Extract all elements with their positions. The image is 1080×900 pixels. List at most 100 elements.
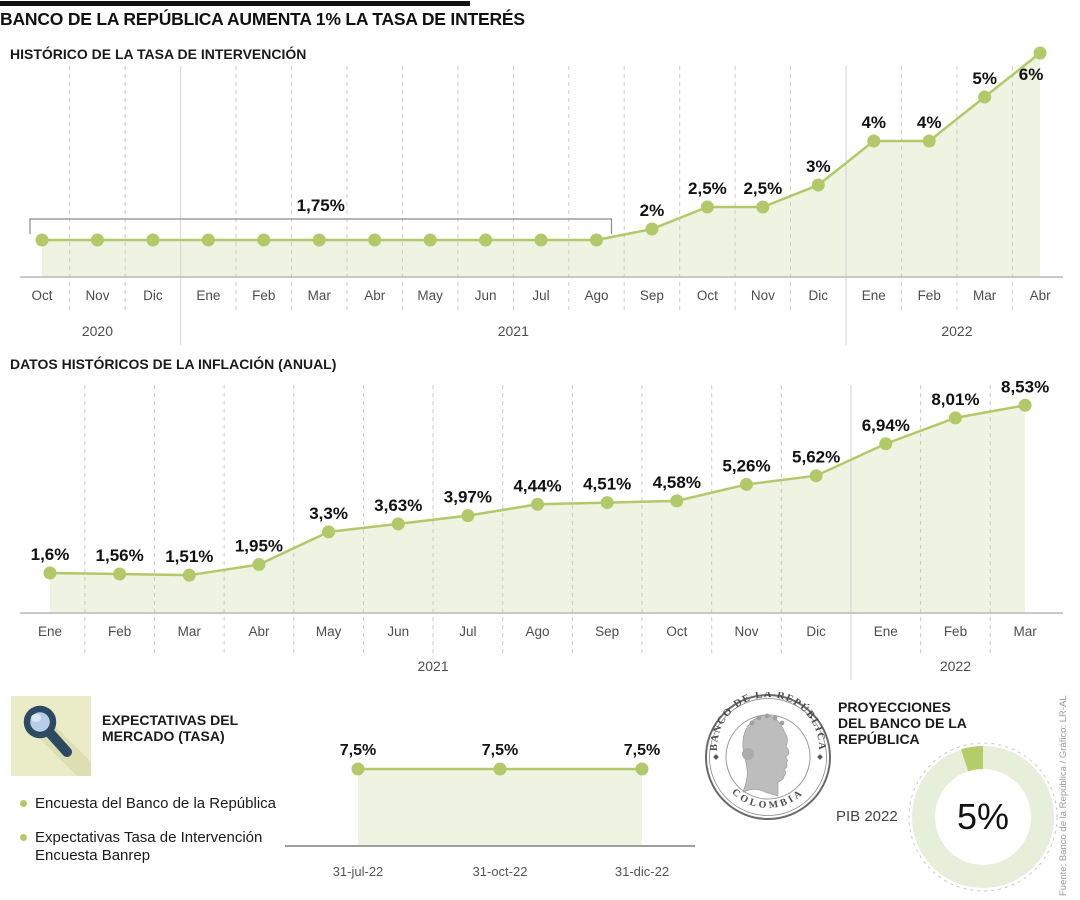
laurel-wreath <box>749 713 785 726</box>
intervention-chart-title: HISTÓRICO DE LA TASA DE INTERVENCIÓN <box>10 46 307 62</box>
donut-slice <box>961 746 983 772</box>
month-label: Ene <box>38 624 62 639</box>
value-label: 4% <box>861 113 886 132</box>
data-point <box>922 134 936 148</box>
data-point <box>531 497 545 511</box>
year-label: 2020 <box>82 323 113 339</box>
inflation-chart-title: DATOS HISTÓRICOS DE LA INFLACIÓN (ANUAL) <box>10 356 337 372</box>
legend-label: Encuesta del Banco de la República <box>35 795 276 812</box>
month-label: Dic <box>809 288 829 303</box>
value-label: 1,95% <box>235 537 283 556</box>
data-point <box>811 178 825 192</box>
data-point <box>590 233 603 247</box>
data-point <box>948 411 962 425</box>
month-label: Ene <box>862 288 886 303</box>
month-label: Nov <box>734 624 758 639</box>
value-label: 7,5% <box>340 742 376 759</box>
page-title: BANCO DE LA REPÚBLICA AUMENTA 1% LA TASA… <box>0 9 525 29</box>
month-label: Ago <box>584 288 608 303</box>
value-label: 5% <box>972 69 997 88</box>
value-label: 1,51% <box>165 547 213 566</box>
month-label: Oct <box>697 288 718 303</box>
seal-outer-ring-inner <box>709 698 827 816</box>
value-label: 1,6% <box>31 545 70 564</box>
data-point <box>1033 46 1047 60</box>
data-point <box>252 558 266 572</box>
data-point <box>312 233 326 247</box>
month-label: Nov <box>85 288 109 303</box>
data-point <box>391 517 405 531</box>
month-label: Abr <box>248 624 270 639</box>
data-point <box>90 233 104 247</box>
data-point <box>479 233 493 247</box>
legend-item-expectativas: Expectativas Tasa de Intervención Encues… <box>20 829 282 865</box>
month-label: Feb <box>944 624 967 639</box>
data-point <box>257 233 271 247</box>
month-label: Ene <box>874 624 898 639</box>
month-label: May <box>417 288 443 303</box>
rate-bracket <box>29 218 613 234</box>
month-label: Feb <box>252 288 275 303</box>
month-label: Mar <box>973 288 997 303</box>
data-point <box>600 496 614 510</box>
month-label: Jun <box>387 624 409 639</box>
data-point <box>351 762 365 776</box>
value-label: 4% <box>917 113 942 132</box>
data-point <box>700 200 714 214</box>
data-point <box>461 509 475 523</box>
value-label: 4,44% <box>513 476 561 495</box>
month-label: Oct <box>666 624 687 639</box>
data-point <box>423 233 437 247</box>
magnifier-handle <box>45 728 72 757</box>
data-point <box>756 200 770 214</box>
date-label: 31-jul-22 <box>333 864 384 879</box>
data-point <box>322 525 336 539</box>
banrep-logo: BANCO DE LA REPÚBLICA COLOMBIA <box>705 692 831 820</box>
magnifier-icon <box>11 696 91 776</box>
month-label: Mar <box>308 288 332 303</box>
month-label: Sep <box>640 288 664 303</box>
data-point <box>867 134 881 148</box>
value-label: 4,58% <box>653 473 701 492</box>
month-label: Feb <box>918 288 941 303</box>
value-label: 3% <box>806 157 831 176</box>
data-point <box>879 437 893 451</box>
data-point <box>35 233 49 247</box>
data-point <box>1018 398 1032 412</box>
data-point <box>740 477 753 491</box>
value-label: 3,97% <box>444 488 492 507</box>
data-point <box>978 90 992 104</box>
month-label: Nov <box>751 288 775 303</box>
data-point <box>201 233 215 247</box>
value-label: 5,26% <box>722 456 770 475</box>
intervention-rate-chart: 1,75% 2% 2,5% 2,5% 3% 4% 4% 5% 6% Oct Nov Dic Ene Feb… <box>20 46 1063 345</box>
liberty-head <box>742 714 790 797</box>
area-fill <box>358 769 642 846</box>
value-label: 2,5% <box>688 179 727 198</box>
value-label: 1,56% <box>96 546 144 565</box>
bracket-label: 1,75% <box>297 196 345 215</box>
data-point <box>645 222 659 236</box>
data-point <box>368 233 382 247</box>
month-label: Ago <box>526 624 550 639</box>
year-label: 2021 <box>417 658 448 674</box>
value-label: 5,62% <box>792 448 840 467</box>
value-label: 7,5% <box>482 742 518 759</box>
value-label: 7,5% <box>624 742 660 759</box>
year-label: 2022 <box>941 323 972 339</box>
donut-outline <box>908 742 1058 892</box>
year-label: 2022 <box>940 658 971 674</box>
month-label: Jun <box>475 288 497 303</box>
legend-dot-icon <box>20 834 27 841</box>
market-expectations-chart: 7,5% 31-jul-22 7,5% 31-oct-22 7,5% 31-dic-22 <box>285 742 695 879</box>
data-point <box>113 567 127 581</box>
month-label: May <box>316 624 342 639</box>
seal-star-right <box>817 754 823 760</box>
value-label: 3,63% <box>374 496 422 515</box>
month-label: Abr <box>1030 288 1052 303</box>
month-label: Ene <box>196 288 220 303</box>
legend-label: Expectativas Tasa de Intervención Encues… <box>35 829 263 864</box>
month-label: Abr <box>364 288 386 303</box>
hair-bun <box>742 748 754 760</box>
month-label: Oct <box>31 288 52 303</box>
